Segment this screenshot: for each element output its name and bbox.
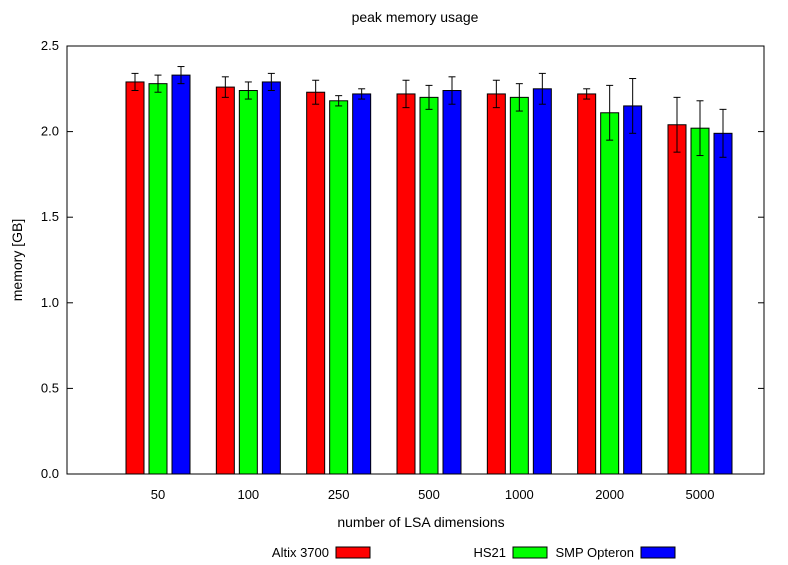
legend: Altix 3700 HS21 SMP Opteron <box>272 545 676 560</box>
x-tick-label: 2000 <box>595 487 624 502</box>
x-tick-label: 500 <box>418 487 440 502</box>
bar <box>261 81 281 475</box>
bar <box>600 112 620 475</box>
bar <box>306 91 326 475</box>
bar <box>486 93 506 475</box>
y-axis-title: memory [GB] <box>9 219 25 301</box>
x-tick-label: 100 <box>237 487 259 502</box>
bar <box>215 86 235 475</box>
bar <box>329 100 349 475</box>
legend-swatch <box>512 546 548 559</box>
x-axis: 50 100 250 500 1000 2000 5000 <box>151 487 715 502</box>
x-tick-label: 1000 <box>505 487 534 502</box>
bar <box>238 90 258 475</box>
chart-title: peak memory usage <box>352 9 479 25</box>
bar <box>352 93 372 475</box>
y-axis: 0.0 0.5 1.0 1.5 2.0 2.5 <box>41 38 764 481</box>
bar <box>442 90 462 475</box>
bar <box>690 127 710 475</box>
y-tick-label: 0.5 <box>41 380 59 395</box>
bar <box>623 105 643 475</box>
legend-label: HS21 <box>473 545 506 560</box>
bar <box>532 88 552 475</box>
legend-swatch <box>335 546 371 559</box>
bar <box>509 96 529 475</box>
y-tick-label: 1.5 <box>41 209 59 224</box>
x-tick-label: 5000 <box>686 487 715 502</box>
y-tick-label: 1.0 <box>41 295 59 310</box>
legend-swatch <box>640 546 676 559</box>
bar <box>419 96 439 475</box>
bar <box>667 124 687 475</box>
y-tick-label: 0.0 <box>41 466 59 481</box>
x-axis-title: number of LSA dimensions <box>337 514 504 530</box>
legend-label: SMP Opteron <box>555 545 634 560</box>
bar <box>171 74 191 475</box>
y-tick-label: 2.5 <box>41 38 59 53</box>
x-tick-label: 250 <box>328 487 350 502</box>
legend-label: Altix 3700 <box>272 545 329 560</box>
bar <box>713 132 733 475</box>
y-tick-label: 2.0 <box>41 124 59 139</box>
bar <box>148 83 168 475</box>
bar <box>577 93 597 475</box>
bar-series <box>125 66 733 475</box>
bar <box>396 93 416 475</box>
x-tick-label: 50 <box>151 487 165 502</box>
bar <box>125 81 145 475</box>
